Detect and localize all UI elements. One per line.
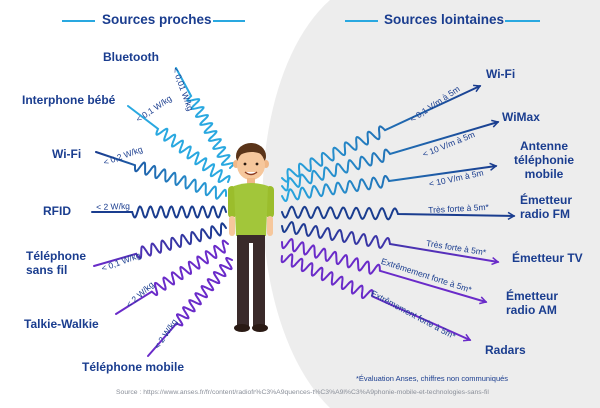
far-source-wimax: WiMax: [502, 110, 540, 124]
heading-rules: [62, 20, 540, 22]
far-wave-fm-transmitter: [281, 205, 515, 221]
far-wave-radars: [280, 253, 471, 341]
near-wave-baby-monitor: [127, 105, 231, 184]
near-wave-walkie-talkie: [115, 239, 229, 315]
near-source-cordless-phone: Téléphone sans fil: [26, 249, 87, 277]
far-wave-wifi-arrowhead: [473, 84, 482, 93]
near-wave-wifi: [95, 151, 227, 200]
far-source-mobile-antenna: Antenne téléphonie mobile: [513, 139, 574, 181]
far-source-am-transmitter: Émetteur radio AM: [506, 289, 559, 317]
near-wave-mobile-phone: [147, 257, 233, 357]
far-wave-wimax-arrowhead: [491, 119, 500, 128]
far-wave-am-transmitter-arrowhead: [479, 296, 488, 305]
near-source-mobile-phone: Téléphone mobile: [82, 360, 185, 374]
far-source-tv-transmitter: Émetteur TV: [512, 251, 583, 265]
source-note: Source : https://www.anses.fr/fr/content…: [116, 389, 489, 396]
far-wave-mobile-antenna-arrowhead: [489, 162, 498, 171]
far-wave-wifi: [281, 85, 481, 183]
footnote: *Évaluation Anses, chiffres non communiq…: [356, 374, 509, 383]
near-source-baby-monitor: Interphone bébé: [22, 93, 116, 107]
near-wave-cordless-phone: [93, 222, 227, 267]
person-illustration: [228, 143, 274, 332]
near-source-walkie-talkie: Talkie-Walkie: [24, 317, 99, 331]
near-source-bluetooth: Bluetooth: [103, 50, 159, 64]
near-source-rfid: RFID: [43, 204, 71, 218]
far-wave-tv-transmitter-arrowhead: [491, 256, 500, 266]
far-source-fm-transmitter: Émetteur radio FM: [520, 193, 573, 221]
far-source-wifi: Wi-Fi: [486, 67, 516, 81]
far-wave-am-transmitter: [281, 237, 487, 303]
near-wave-bluetooth: [175, 67, 235, 169]
far-wave-wimax: [281, 121, 499, 192]
far-wave-mobile-antenna: [281, 165, 497, 203]
far-wave-tv-transmitter: [281, 221, 499, 263]
near-value-rfid: < 2 W/kg: [96, 200, 131, 212]
near-wave-rfid: [91, 205, 227, 219]
far-sources-heading: Sources lointaines: [384, 12, 505, 27]
far-wave-fm-transmitter-arrowhead: [507, 211, 516, 221]
near-sources-heading: Sources proches: [102, 12, 212, 27]
far-wave-radars-arrowhead: [463, 333, 472, 342]
far-source-radars: Radars: [485, 343, 526, 357]
near-source-wifi: Wi-Fi: [52, 147, 82, 161]
